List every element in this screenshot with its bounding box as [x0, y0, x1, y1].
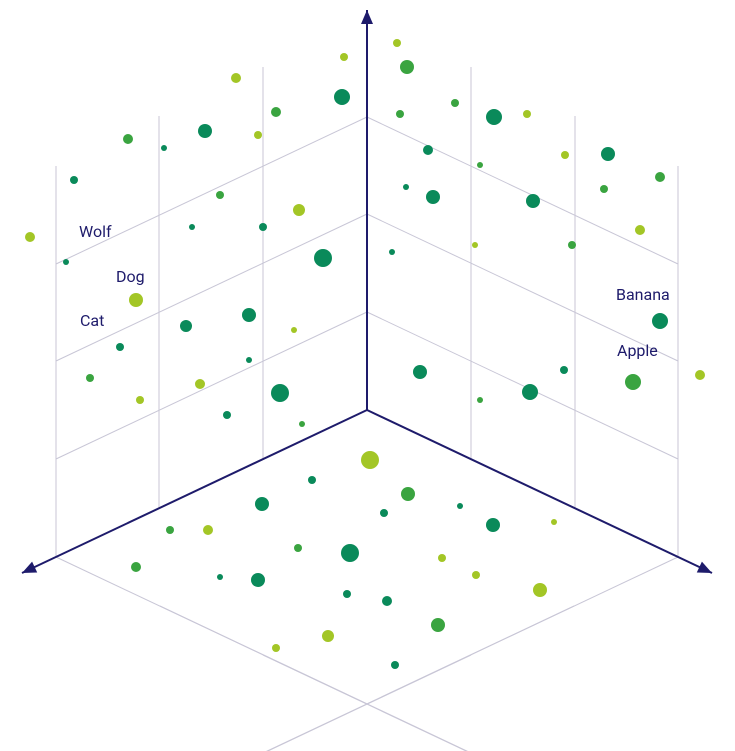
data-point: [551, 519, 557, 525]
data-point: [652, 313, 668, 329]
data-point: [334, 89, 350, 105]
data-point: [63, 259, 69, 265]
data-point: [189, 224, 195, 230]
data-point: [203, 525, 213, 535]
data-point: [136, 396, 144, 404]
data-point: [457, 503, 463, 509]
grid-line: [367, 117, 678, 264]
data-point: [380, 509, 388, 517]
data-point: [343, 590, 351, 598]
data-point: [255, 497, 269, 511]
data-point: [486, 518, 500, 532]
data-point: [561, 151, 569, 159]
data-point: [293, 204, 305, 216]
data-point: [635, 225, 645, 235]
data-point: [400, 60, 414, 74]
data-point: [600, 185, 608, 193]
data-point: [472, 242, 478, 248]
data-point: [180, 320, 192, 332]
data-point: [403, 184, 409, 190]
data-point: [625, 374, 641, 390]
grid-line: [263, 606, 574, 751]
data-point: [391, 661, 399, 669]
data-point: [314, 249, 332, 267]
data-point: [472, 571, 480, 579]
grid-line: [160, 655, 471, 751]
data-point: [116, 343, 124, 351]
point-label: Apple: [617, 341, 658, 360]
data-point: [223, 411, 231, 419]
data-point: [393, 39, 401, 47]
data-point: [382, 596, 392, 606]
data-point: [166, 526, 174, 534]
data-point: [477, 397, 483, 403]
data-point: [413, 365, 427, 379]
data-point: [401, 487, 415, 501]
embedding-space-3d-chart: Wolf Dog Cat Banana Apple: [0, 0, 735, 751]
grid-line: [160, 606, 471, 751]
data-point: [259, 223, 267, 231]
data-point: [131, 562, 141, 572]
data-point: [217, 574, 223, 580]
axes-layer: [22, 10, 712, 573]
data-point: [533, 583, 547, 597]
data-point: [272, 644, 280, 652]
axis-z-arrow: [361, 10, 373, 24]
data-point: [231, 73, 241, 83]
data-point: [426, 190, 440, 204]
data-point: [198, 124, 212, 138]
data-point: [396, 110, 404, 118]
data-point: [294, 544, 302, 552]
data-point: [655, 172, 665, 182]
data-point: [560, 366, 568, 374]
data-point: [389, 249, 395, 255]
data-point: [271, 384, 289, 402]
data-point: [361, 451, 379, 469]
point-label: Wolf: [79, 222, 112, 241]
data-point: [322, 630, 334, 642]
data-point: [161, 145, 167, 151]
data-point: [251, 573, 265, 587]
data-point: [86, 374, 94, 382]
point-label: Dog: [116, 267, 145, 286]
data-point: [299, 421, 305, 427]
labels-layer: Wolf Dog Cat Banana Apple: [79, 222, 670, 360]
data-point: [216, 191, 224, 199]
data-point: [246, 357, 252, 363]
points-layer: [25, 39, 705, 669]
point-label: Cat: [80, 311, 104, 330]
data-point: [695, 370, 705, 380]
data-point: [242, 308, 256, 322]
data-point: [522, 384, 538, 400]
axis-right: [367, 410, 712, 573]
data-point: [340, 53, 348, 61]
data-point: [486, 109, 502, 125]
data-point: [129, 293, 143, 307]
data-point: [601, 147, 615, 161]
data-point: [25, 232, 35, 242]
data-point: [423, 145, 433, 155]
axis-left: [22, 410, 367, 573]
data-point: [195, 379, 205, 389]
data-point: [341, 544, 359, 562]
grid-line: [56, 117, 367, 264]
grid-line: [263, 655, 574, 751]
data-point: [431, 618, 445, 632]
data-point: [70, 176, 78, 184]
data-point: [254, 131, 262, 139]
grid-line: [56, 312, 367, 459]
data-point: [271, 107, 281, 117]
point-label: Banana: [616, 285, 670, 304]
data-point: [451, 99, 459, 107]
data-point: [308, 476, 316, 484]
data-point: [477, 162, 483, 168]
data-point: [438, 554, 446, 562]
data-point: [568, 241, 576, 249]
data-point: [526, 194, 540, 208]
data-point: [523, 110, 531, 118]
data-point: [123, 134, 133, 144]
data-point: [291, 327, 297, 333]
